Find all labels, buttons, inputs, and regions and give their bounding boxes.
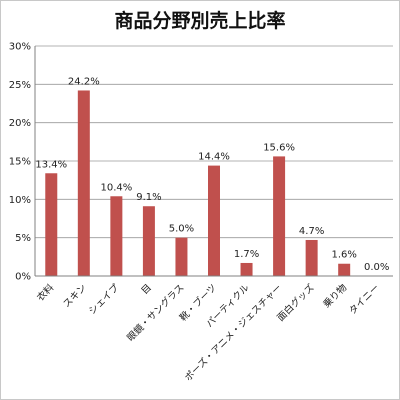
bar bbox=[240, 262, 253, 276]
data-label: 1.6% bbox=[331, 250, 356, 261]
y-tick-label: 0% bbox=[15, 272, 31, 283]
chart-title: 商品分野別売上比率 bbox=[114, 9, 285, 32]
bar bbox=[208, 165, 220, 276]
data-label: 9.1% bbox=[136, 192, 161, 203]
data-label: 24.2% bbox=[68, 76, 100, 87]
data-label: 5.0% bbox=[169, 224, 194, 235]
data-label: 1.7% bbox=[234, 249, 259, 260]
bar bbox=[338, 263, 351, 276]
data-label: 15.6% bbox=[263, 142, 295, 153]
data-label: 0.0% bbox=[364, 262, 389, 273]
data-label: 13.4% bbox=[35, 159, 67, 170]
data-label: 14.4% bbox=[198, 152, 230, 163]
category-label: タイニー bbox=[347, 282, 382, 317]
y-tick-label: 15% bbox=[9, 157, 31, 168]
gridlines bbox=[35, 45, 393, 239]
category-label: 目 bbox=[140, 282, 155, 297]
bar bbox=[142, 206, 155, 276]
bar bbox=[45, 173, 58, 276]
axes bbox=[34, 46, 393, 277]
bar bbox=[110, 196, 123, 276]
category-label: シェイプ bbox=[87, 282, 122, 317]
data-labels: 13.4% 24.2% 10.4% 9.1% 5.0% 14.4% 1.7% 15.6% 4.7… bbox=[35, 76, 389, 273]
bar bbox=[305, 239, 318, 276]
bar bbox=[77, 90, 90, 276]
bar bbox=[175, 237, 188, 276]
bar bbox=[273, 156, 286, 276]
y-tick-label: 25% bbox=[9, 80, 31, 91]
category-label: 衣料 bbox=[34, 281, 56, 303]
y-tick-label: 5% bbox=[15, 233, 31, 244]
data-label: 10.4% bbox=[100, 182, 132, 193]
category-label: スキン bbox=[61, 282, 89, 310]
y-tick-label: 10% bbox=[9, 195, 31, 206]
category-label: 眼鏡・サングラス bbox=[124, 282, 186, 344]
y-tick-label: 20% bbox=[9, 118, 31, 129]
y-axis-ticks: 0% 5% 10% 15% 20% 25% 30% bbox=[9, 42, 31, 283]
data-label: 4.7% bbox=[299, 226, 324, 237]
y-tick-label: 30% bbox=[9, 42, 31, 53]
category-label: 乗り物 bbox=[321, 281, 350, 310]
bars bbox=[45, 90, 351, 276]
